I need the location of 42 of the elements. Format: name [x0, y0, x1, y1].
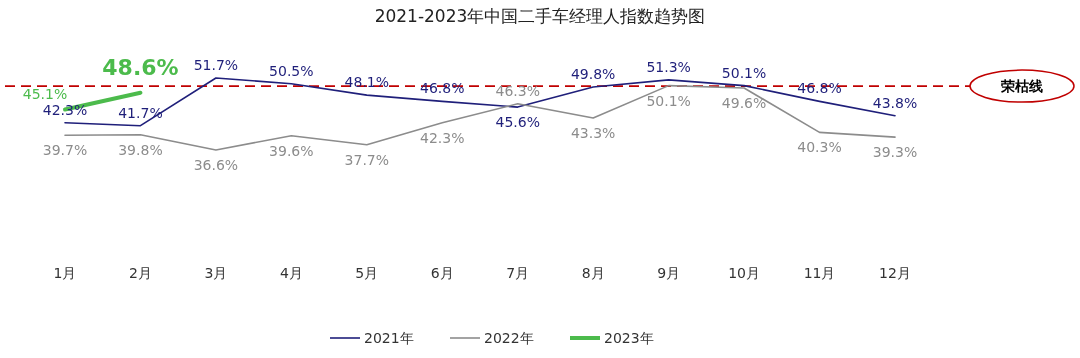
- data-label: 43.3%: [570, 125, 616, 142]
- data-label: 42.3%: [42, 101, 88, 118]
- data-label: 48.6%: [102, 54, 179, 80]
- data-label: 51.7%: [193, 57, 239, 73]
- x-tick-label: 1月: [53, 265, 77, 281]
- data-label: 45.6%: [495, 114, 540, 131]
- data-label: 41.7%: [118, 104, 163, 121]
- x-tick-label: 7月: [506, 265, 530, 281]
- x-tick-label: 9月: [657, 265, 681, 281]
- data-label: 46.3%: [495, 82, 540, 99]
- data-label: 48.1%: [344, 74, 390, 91]
- legend-label: 2022年: [484, 330, 534, 346]
- data-label: 39.7%: [42, 142, 88, 159]
- x-tick-label: 5月: [355, 265, 379, 281]
- data-label: 36.6%: [193, 157, 239, 173]
- data-label: 42.3%: [420, 129, 465, 146]
- data-label: 45.1%: [22, 86, 68, 103]
- x-tick-label: 8月: [581, 265, 605, 281]
- data-label: 39.3%: [872, 144, 918, 161]
- data-label: 50.1%: [646, 92, 691, 109]
- data-label: 50.1%: [721, 64, 767, 81]
- data-label: 49.6%: [721, 95, 767, 112]
- legend-label: 2023年: [604, 330, 654, 346]
- x-tick-label: 3月: [204, 265, 228, 281]
- data-label: 39.6%: [269, 142, 314, 159]
- data-label: 39.8%: [118, 141, 163, 158]
- x-tick-label: 2月: [128, 265, 152, 281]
- legend-label: 2021年: [364, 330, 414, 346]
- data-label: 43.8%: [872, 94, 918, 111]
- data-label: 46.8%: [797, 80, 842, 97]
- x-tick-label: 12月: [879, 265, 911, 281]
- x-tick-label: 10月: [728, 265, 760, 281]
- data-label: 50.5%: [269, 62, 314, 79]
- data-label: 40.3%: [797, 139, 842, 156]
- x-tick-label: 4月: [279, 265, 303, 281]
- data-label: 51.3%: [646, 58, 691, 75]
- data-label: 49.8%: [570, 66, 616, 83]
- chart-title: 2021-2023年中国二手车经理人指数趋势图: [374, 6, 706, 26]
- data-label: 37.7%: [344, 151, 390, 168]
- ref-line-label: 荣枯线: [1000, 78, 1043, 95]
- x-tick-label: 6月: [430, 265, 454, 281]
- x-tick-label: 11月: [803, 265, 836, 281]
